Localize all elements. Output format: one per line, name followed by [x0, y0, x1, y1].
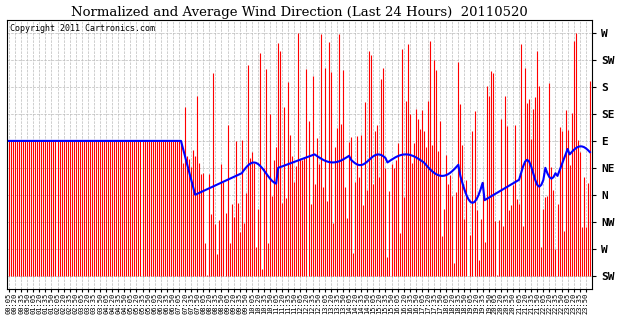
- Text: Copyright 2011 Cartronics.com: Copyright 2011 Cartronics.com: [10, 24, 155, 33]
- Title: Normalized and Average Wind Direction (Last 24 Hours)  20110520: Normalized and Average Wind Direction (L…: [71, 5, 528, 19]
